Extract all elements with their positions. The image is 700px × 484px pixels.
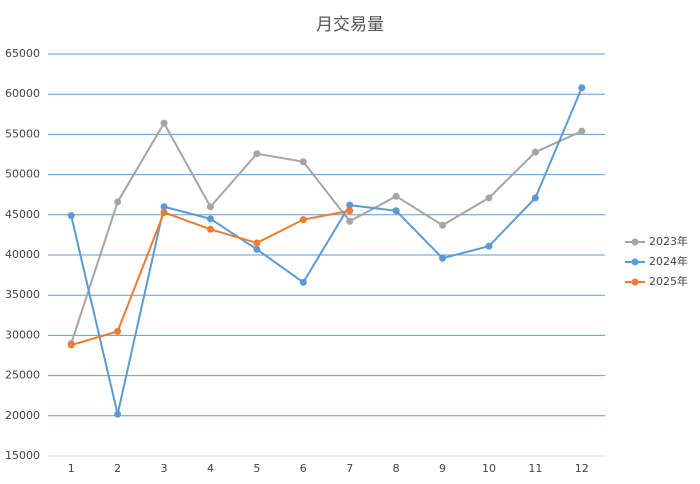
x-tick-label: 10 <box>482 462 496 475</box>
x-tick-label: 8 <box>393 462 400 475</box>
series-line <box>70 87 583 415</box>
y-tick-label: 25000 <box>5 369 40 382</box>
data-point <box>392 192 400 200</box>
legend-label: 2025年 <box>649 274 688 288</box>
data-point <box>439 254 447 262</box>
data-point <box>439 221 447 229</box>
data-point <box>206 203 214 211</box>
data-point <box>253 150 261 158</box>
x-tick-label: 7 <box>346 462 353 475</box>
data-point <box>206 215 214 223</box>
data-point <box>531 148 539 156</box>
data-point <box>485 194 493 202</box>
data-point <box>346 201 354 209</box>
y-tick-label: 30000 <box>5 328 40 341</box>
y-tick-label: 40000 <box>5 248 40 261</box>
data-point <box>67 212 75 220</box>
y-tick-label: 65000 <box>5 47 40 60</box>
data-point <box>160 119 168 127</box>
data-point <box>160 203 168 211</box>
data-point <box>531 194 539 202</box>
data-point <box>253 245 261 253</box>
chart-title: 月交易量 <box>316 15 384 35</box>
y-tick-label: 60000 <box>5 87 40 100</box>
y-tick-label: 35000 <box>5 288 40 301</box>
series-line <box>70 121 583 344</box>
data-point <box>346 217 354 225</box>
legend-marker <box>631 278 639 286</box>
data-point <box>299 158 307 166</box>
legend-marker <box>631 238 639 246</box>
x-tick-label: 3 <box>161 462 168 475</box>
data-point <box>160 208 168 216</box>
y-tick-label: 55000 <box>5 127 40 140</box>
x-tick-label: 9 <box>439 462 446 475</box>
x-tick-label: 11 <box>528 462 542 475</box>
x-tick-label: 1 <box>68 462 75 475</box>
legend-label: 2023年 <box>649 234 688 248</box>
data-point <box>253 239 261 247</box>
data-point <box>392 207 400 215</box>
data-point <box>485 242 493 250</box>
data-point <box>67 341 75 349</box>
data-point <box>299 216 307 224</box>
legend-label: 2024年 <box>649 254 688 268</box>
data-point <box>299 278 307 286</box>
data-point <box>114 410 122 418</box>
data-point <box>346 207 354 215</box>
x-tick-label: 2 <box>114 462 121 475</box>
data-point <box>578 127 586 135</box>
x-tick-label: 4 <box>207 462 214 475</box>
x-tick-label: 12 <box>575 462 589 475</box>
legend-marker <box>631 258 639 266</box>
y-tick-label: 45000 <box>5 208 40 221</box>
y-tick-label: 50000 <box>5 168 40 181</box>
data-point <box>206 225 214 233</box>
y-tick-label: 15000 <box>5 449 40 462</box>
x-tick-label: 6 <box>300 462 307 475</box>
x-tick-label: 5 <box>253 462 260 475</box>
data-point <box>114 327 122 335</box>
data-point <box>578 84 586 92</box>
data-point <box>114 198 122 206</box>
y-tick-label: 20000 <box>5 409 40 422</box>
